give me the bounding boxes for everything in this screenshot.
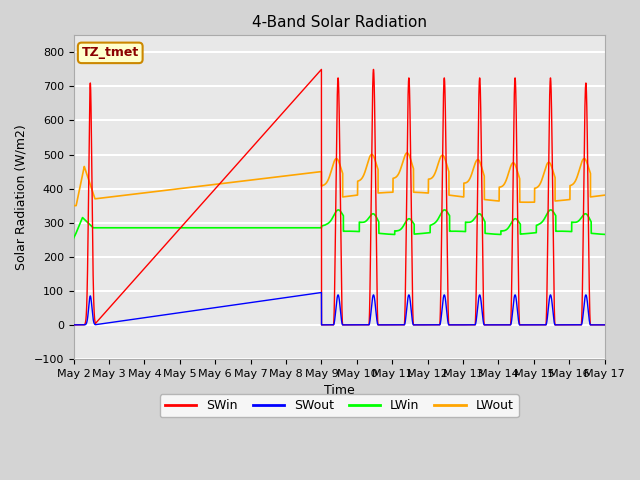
X-axis label: Time: Time bbox=[324, 384, 355, 397]
Title: 4-Band Solar Radiation: 4-Band Solar Radiation bbox=[252, 15, 427, 30]
Y-axis label: Solar Radiation (W/m2): Solar Radiation (W/m2) bbox=[15, 124, 28, 270]
Text: TZ_tmet: TZ_tmet bbox=[82, 47, 139, 60]
Legend: SWin, SWout, LWin, LWout: SWin, SWout, LWin, LWout bbox=[160, 395, 518, 418]
